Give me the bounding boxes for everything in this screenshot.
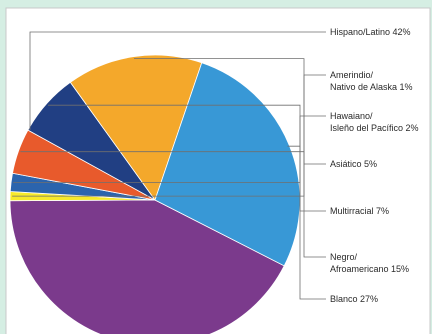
- slice-label-negro: Negro/Afroamericano 15%: [330, 252, 409, 274]
- slice-label-line: Nativo de Alaska 1%: [330, 82, 413, 92]
- leader-line-negro: [134, 58, 326, 258]
- slice-label-line: Isleño del Pacífico 2%: [330, 123, 419, 133]
- pie-slice-negro: [69, 54, 203, 201]
- slice-label-line: Hispano/Latino 42%: [330, 27, 411, 37]
- slice-label-line: Multirracial 7%: [330, 206, 389, 216]
- slice-label-multirracial: Multirracial 7%: [330, 206, 389, 216]
- leader-line-hispano: [29, 31, 326, 130]
- slice-label-line: Asiático 5%: [330, 159, 377, 169]
- slice-labels: Hispano/Latino 42% Amerindio/Nativo de Al…: [12, 27, 419, 304]
- slice-label-line: Negro/: [330, 252, 358, 262]
- pie-slices: [9, 54, 301, 334]
- slice-label-amerindio: Amerindio/Nativo de Alaska 1%: [330, 70, 413, 92]
- slice-label-line: Hawaiano/: [330, 111, 373, 121]
- slice-label-line: Amerindio/: [330, 70, 374, 80]
- slice-label-line: Blanco 27%: [330, 294, 378, 304]
- leader-line-blanco: [287, 145, 326, 300]
- slice-label-line: Afroamericano 15%: [330, 264, 409, 274]
- slice-label-hispano: Hispano/Latino 42%: [330, 27, 411, 37]
- slice-label-blanco: Blanco 27%: [330, 294, 378, 304]
- slice-label-asiatico: Asiático 5%: [330, 159, 377, 169]
- pie-slice-hispano: [9, 199, 285, 334]
- slice-label-hawaiano: Hawaiano/Isleño del Pacífico 2%: [330, 111, 419, 133]
- pie-slice-blanco: [154, 62, 301, 267]
